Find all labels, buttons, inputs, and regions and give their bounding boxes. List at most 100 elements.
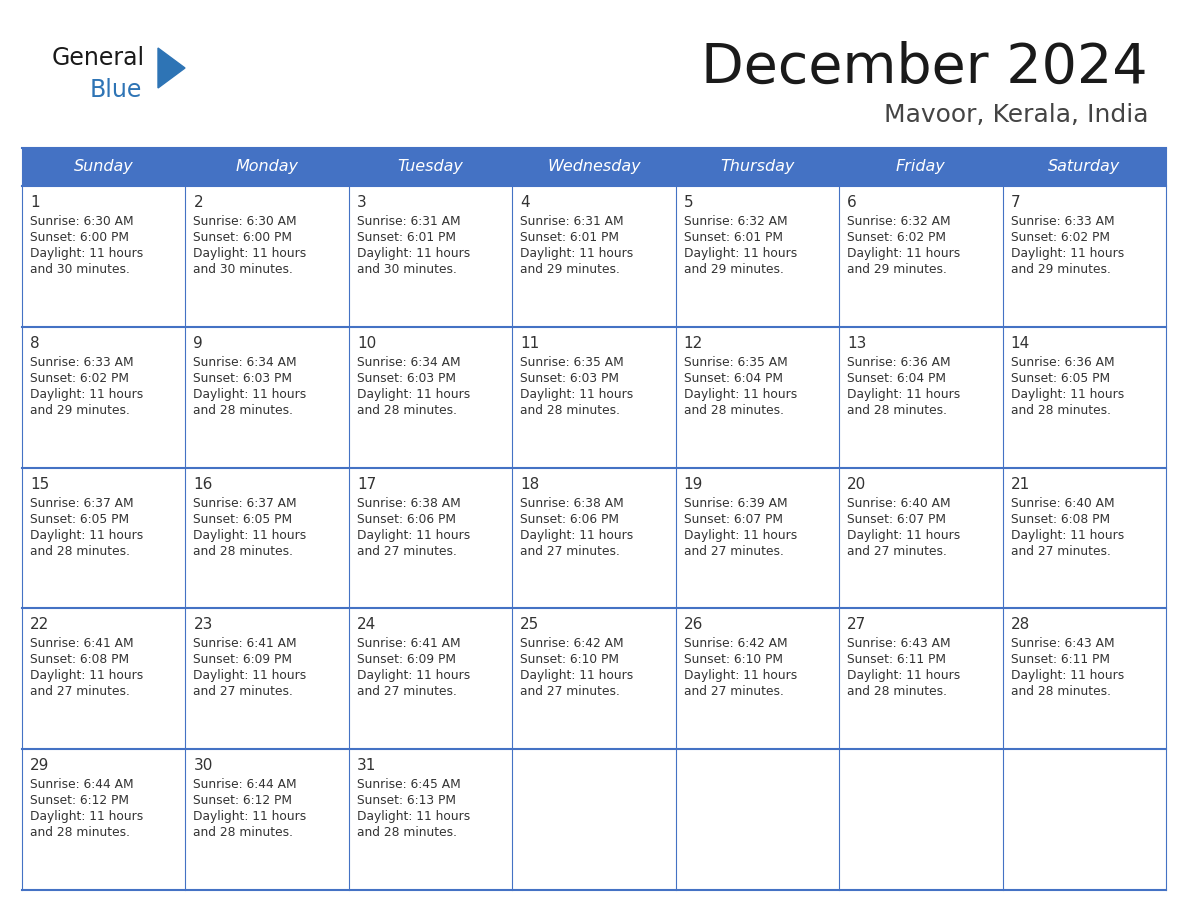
- Text: Daylight: 11 hours: Daylight: 11 hours: [520, 669, 633, 682]
- Text: 9: 9: [194, 336, 203, 351]
- Text: 13: 13: [847, 336, 866, 351]
- Text: Daylight: 11 hours: Daylight: 11 hours: [356, 247, 470, 260]
- Text: Sunrise: 6:37 AM: Sunrise: 6:37 AM: [194, 497, 297, 509]
- Text: Sunset: 6:02 PM: Sunset: 6:02 PM: [847, 231, 946, 244]
- Text: 6: 6: [847, 195, 857, 210]
- Text: and 27 minutes.: and 27 minutes.: [356, 544, 456, 557]
- Bar: [839, 609, 1003, 749]
- Text: Daylight: 11 hours: Daylight: 11 hours: [30, 811, 144, 823]
- Text: Sunset: 6:06 PM: Sunset: 6:06 PM: [520, 512, 619, 526]
- Text: Daylight: 11 hours: Daylight: 11 hours: [356, 529, 470, 542]
- Text: Friday: Friday: [896, 160, 946, 174]
- Text: Sunrise: 6:32 AM: Sunrise: 6:32 AM: [684, 215, 788, 228]
- Text: Sunrise: 6:42 AM: Sunrise: 6:42 AM: [520, 637, 624, 650]
- Text: Tuesday: Tuesday: [398, 160, 463, 174]
- Text: Sunrise: 6:31 AM: Sunrise: 6:31 AM: [356, 215, 461, 228]
- Text: Sunset: 6:01 PM: Sunset: 6:01 PM: [684, 231, 783, 244]
- Bar: [1003, 327, 1165, 467]
- Bar: [349, 327, 512, 467]
- Text: 17: 17: [356, 476, 377, 492]
- Bar: [1003, 467, 1165, 609]
- Text: and 27 minutes.: and 27 minutes.: [194, 686, 293, 699]
- Bar: [676, 148, 839, 186]
- Text: Sunrise: 6:43 AM: Sunrise: 6:43 AM: [847, 637, 950, 650]
- Text: Sunset: 6:10 PM: Sunset: 6:10 PM: [520, 654, 619, 666]
- Bar: [185, 609, 349, 749]
- Text: 19: 19: [684, 476, 703, 492]
- Text: and 29 minutes.: and 29 minutes.: [520, 263, 620, 276]
- Text: Daylight: 11 hours: Daylight: 11 hours: [847, 247, 960, 260]
- Text: Sunrise: 6:40 AM: Sunrise: 6:40 AM: [1011, 497, 1114, 509]
- Text: Daylight: 11 hours: Daylight: 11 hours: [684, 669, 797, 682]
- Bar: [839, 749, 1003, 890]
- Text: and 28 minutes.: and 28 minutes.: [520, 404, 620, 417]
- Bar: [512, 148, 676, 186]
- Text: 18: 18: [520, 476, 539, 492]
- Text: and 28 minutes.: and 28 minutes.: [30, 826, 129, 839]
- Text: 12: 12: [684, 336, 703, 351]
- Text: Sunrise: 6:36 AM: Sunrise: 6:36 AM: [1011, 356, 1114, 369]
- Text: Sunrise: 6:30 AM: Sunrise: 6:30 AM: [194, 215, 297, 228]
- Text: 14: 14: [1011, 336, 1030, 351]
- Text: 25: 25: [520, 618, 539, 633]
- Text: Sunset: 6:04 PM: Sunset: 6:04 PM: [847, 372, 946, 385]
- Text: Sunrise: 6:35 AM: Sunrise: 6:35 AM: [520, 356, 624, 369]
- Text: and 27 minutes.: and 27 minutes.: [1011, 544, 1111, 557]
- Text: and 28 minutes.: and 28 minutes.: [356, 404, 457, 417]
- Text: Daylight: 11 hours: Daylight: 11 hours: [1011, 247, 1124, 260]
- Text: Daylight: 11 hours: Daylight: 11 hours: [356, 811, 470, 823]
- Text: 20: 20: [847, 476, 866, 492]
- Text: Sunset: 6:03 PM: Sunset: 6:03 PM: [194, 372, 292, 385]
- Text: Daylight: 11 hours: Daylight: 11 hours: [194, 247, 307, 260]
- Bar: [1003, 148, 1165, 186]
- Bar: [839, 467, 1003, 609]
- Text: and 28 minutes.: and 28 minutes.: [847, 404, 947, 417]
- Text: Sunrise: 6:34 AM: Sunrise: 6:34 AM: [194, 356, 297, 369]
- Text: and 28 minutes.: and 28 minutes.: [847, 686, 947, 699]
- Bar: [512, 467, 676, 609]
- Text: Sunrise: 6:35 AM: Sunrise: 6:35 AM: [684, 356, 788, 369]
- Text: December 2024: December 2024: [701, 41, 1148, 95]
- Text: Daylight: 11 hours: Daylight: 11 hours: [194, 529, 307, 542]
- Text: 26: 26: [684, 618, 703, 633]
- Text: Sunrise: 6:33 AM: Sunrise: 6:33 AM: [1011, 215, 1114, 228]
- Text: Thursday: Thursday: [720, 160, 795, 174]
- Bar: [676, 186, 839, 327]
- Text: Sunset: 6:09 PM: Sunset: 6:09 PM: [356, 654, 456, 666]
- Text: 16: 16: [194, 476, 213, 492]
- Text: Saturday: Saturday: [1048, 160, 1120, 174]
- Bar: [185, 467, 349, 609]
- Text: Sunset: 6:09 PM: Sunset: 6:09 PM: [194, 654, 292, 666]
- Text: Sunrise: 6:40 AM: Sunrise: 6:40 AM: [847, 497, 950, 509]
- Text: Sunset: 6:03 PM: Sunset: 6:03 PM: [520, 372, 619, 385]
- Text: Sunset: 6:05 PM: Sunset: 6:05 PM: [194, 512, 292, 526]
- Bar: [23, 148, 185, 186]
- Text: and 27 minutes.: and 27 minutes.: [847, 544, 947, 557]
- Text: 3: 3: [356, 195, 367, 210]
- Text: Sunset: 6:05 PM: Sunset: 6:05 PM: [1011, 372, 1110, 385]
- Text: Daylight: 11 hours: Daylight: 11 hours: [356, 669, 470, 682]
- Text: 21: 21: [1011, 476, 1030, 492]
- Text: and 29 minutes.: and 29 minutes.: [30, 404, 129, 417]
- Text: Sunrise: 6:38 AM: Sunrise: 6:38 AM: [520, 497, 624, 509]
- Text: and 27 minutes.: and 27 minutes.: [30, 686, 129, 699]
- Text: 23: 23: [194, 618, 213, 633]
- Text: Sunrise: 6:33 AM: Sunrise: 6:33 AM: [30, 356, 133, 369]
- Text: Daylight: 11 hours: Daylight: 11 hours: [684, 247, 797, 260]
- Text: Sunrise: 6:37 AM: Sunrise: 6:37 AM: [30, 497, 133, 509]
- Text: 5: 5: [684, 195, 694, 210]
- Bar: [349, 467, 512, 609]
- Text: Daylight: 11 hours: Daylight: 11 hours: [194, 669, 307, 682]
- Text: Sunset: 6:11 PM: Sunset: 6:11 PM: [1011, 654, 1110, 666]
- Text: 1: 1: [30, 195, 39, 210]
- Text: Sunset: 6:08 PM: Sunset: 6:08 PM: [1011, 512, 1110, 526]
- Text: Sunset: 6:12 PM: Sunset: 6:12 PM: [194, 794, 292, 807]
- Text: 28: 28: [1011, 618, 1030, 633]
- Text: 8: 8: [30, 336, 39, 351]
- Text: Daylight: 11 hours: Daylight: 11 hours: [30, 669, 144, 682]
- Text: and 27 minutes.: and 27 minutes.: [356, 686, 456, 699]
- Text: Sunset: 6:05 PM: Sunset: 6:05 PM: [30, 512, 129, 526]
- Bar: [512, 609, 676, 749]
- Text: Sunrise: 6:41 AM: Sunrise: 6:41 AM: [356, 637, 461, 650]
- Bar: [185, 749, 349, 890]
